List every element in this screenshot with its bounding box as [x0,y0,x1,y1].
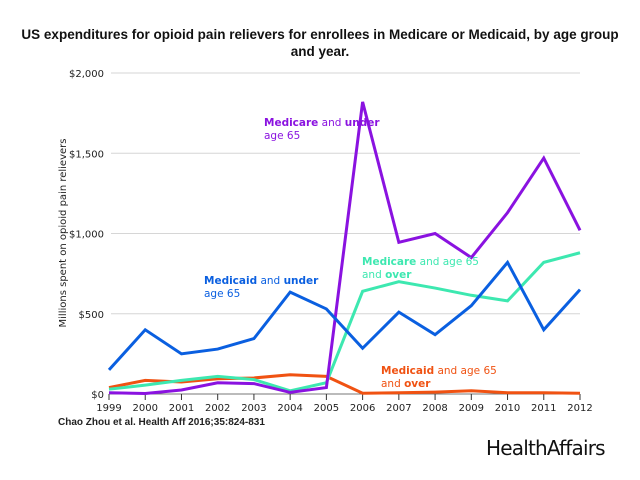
x-tick-label: 2011 [531,403,556,414]
series-annotation: Medicaid and age 65 and over [381,365,497,390]
y-tick-label: $1,500 [69,149,104,160]
x-tick-label: 2002 [205,403,230,414]
x-tick-label: 2007 [386,403,411,414]
x-tick-label: 1999 [96,403,121,414]
y-tick-label: $2,000 [69,69,104,80]
x-tick-label: 2006 [350,403,375,414]
x-tick-label: 2001 [169,403,194,414]
series-line-medicaid-and-under-age-65 [107,259,582,371]
y-tick-label: $500 [79,310,104,321]
series-line-medicaid-and-age-65-and-over [108,373,581,395]
x-tick-label: 2009 [459,403,484,414]
x-tick-label: 2012 [567,403,592,414]
x-tick-label: 2010 [495,403,520,414]
series-annotation: Medicaid and under age 65 [204,275,319,300]
x-tick-label: 2005 [314,403,339,414]
y-tick-label: $1,000 [69,230,104,241]
healthaffairs-logo: HealthAffairs [486,436,606,460]
citation: Chao Zhou et al. Health Aff 2016;35:824-… [58,417,265,428]
series-annotation: Medicare and age 65 and over [362,256,479,281]
x-tick-label: 2004 [277,403,302,414]
series-annotation: Medicare and under age 65 [264,117,380,142]
x-tick-label: 2008 [422,403,447,414]
x-tick-label: 2000 [133,403,158,414]
y-axis-label: Millions spent on opioid pain relievers [58,139,69,328]
x-tick-label: 2003 [241,403,266,414]
series-line-medicare-and-age-65-and-over [108,251,581,393]
series-line-medicare-and-under-age-65 [108,101,582,396]
y-tick-label: $0 [91,390,104,401]
chart-title: US expenditures for opioid pain reliever… [21,27,619,59]
